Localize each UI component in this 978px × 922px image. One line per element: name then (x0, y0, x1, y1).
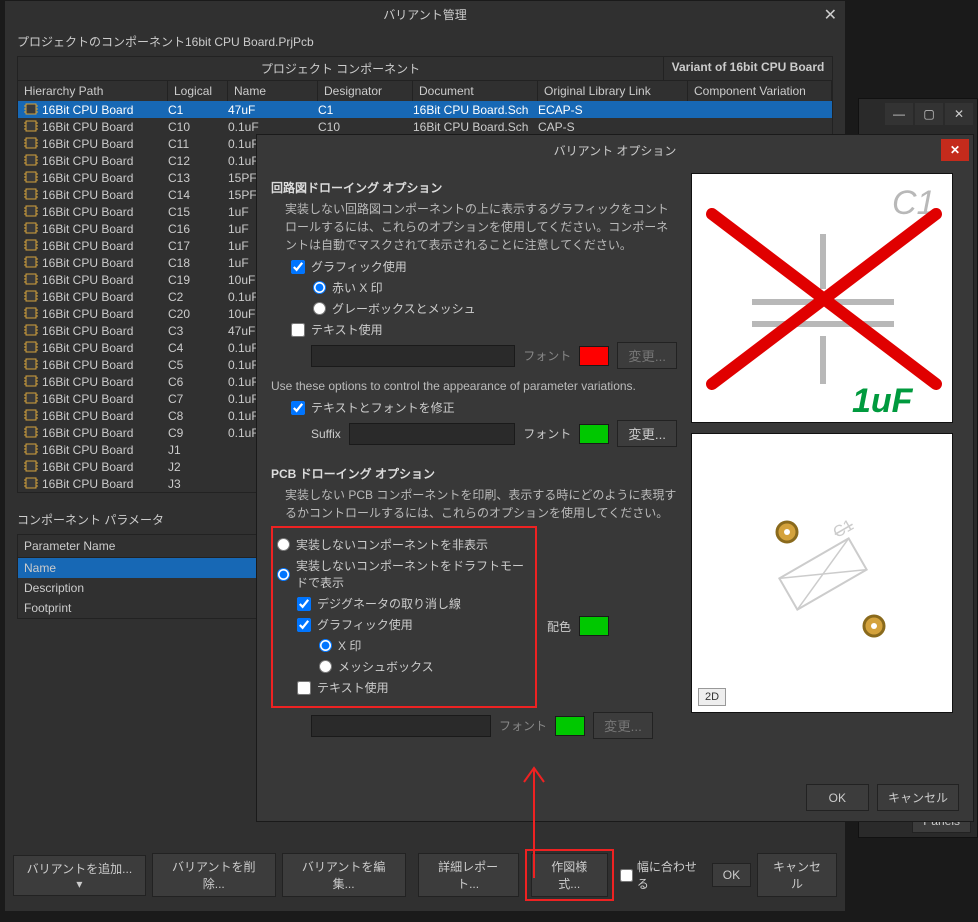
red-x-radio[interactable]: 赤い X 印 (313, 279, 677, 296)
background-window-titlebar: — ▢ ✕ (859, 99, 977, 129)
pcb-preview: C1 2D (691, 433, 953, 713)
drawing-style-button[interactable]: 作図様式... (531, 853, 608, 897)
sch-font-swatch[interactable] (579, 346, 609, 366)
fit-to-width-checkbox[interactable]: 幅に合わせる (620, 858, 706, 892)
pcb-section-title: PCB ドローイング オプション (271, 465, 677, 482)
pcb-color-swatch[interactable] (579, 616, 609, 636)
main-title: バリアント管理 (383, 6, 467, 23)
col-hierarchy[interactable]: Hierarchy Path (18, 81, 168, 101)
sch-section-title: 回路図ドローイング オプション (271, 179, 677, 196)
suffix-change-button[interactable]: 変更... (617, 420, 677, 447)
add-variant-button[interactable]: バリアントを追加... (13, 855, 146, 896)
draft-mode-radio[interactable]: 実装しないコンポーネントをドラフトモードで表示 (277, 557, 531, 591)
suffix-field[interactable] (349, 423, 515, 445)
font-label: フォント (523, 347, 571, 364)
param-variation-desc: Use these options to control the appeara… (271, 377, 677, 395)
fix-text-font-checkbox[interactable]: テキストとフォントを修正 (291, 399, 677, 416)
use-text-checkbox[interactable]: テキスト使用 (291, 321, 677, 338)
project-components-label: プロジェクトのコンポーネント16bit CPU Board.PrjPcb (5, 27, 845, 56)
col-library[interactable]: Original Library Link (538, 81, 688, 101)
pcb-use-graphic-checkbox[interactable]: グラフィック使用 (297, 616, 531, 633)
maximize-icon[interactable]: ▢ (915, 103, 943, 125)
minimize-icon[interactable]: — (885, 103, 913, 125)
sch-change-button[interactable]: 変更... (617, 342, 677, 369)
pcb-text-field[interactable] (311, 715, 491, 737)
col-logical[interactable]: Logical (168, 81, 228, 101)
close-icon[interactable]: ✕ (941, 139, 969, 161)
suffix-font-swatch[interactable] (579, 424, 609, 444)
options-left-panel: 回路図ドローイング オプション 実装しない回路図コンポーネントの上に表示するグラ… (271, 173, 677, 743)
edit-variant-button[interactable]: バリアントを編集... (282, 853, 406, 897)
column-headers: Hierarchy Path Logical Name Designator D… (18, 80, 832, 101)
variant-of-header: Variant of 16bit CPU Board (664, 57, 832, 80)
grey-box-mesh-radio[interactable]: グレーボックスとメッシュ (313, 300, 677, 317)
pcb-font-swatch[interactable] (555, 716, 585, 736)
pcb-use-text-checkbox[interactable]: テキスト使用 (297, 679, 531, 696)
options-titlebar: バリアント オプション ✕ (257, 135, 973, 165)
x-mark-radio[interactable]: X 印 (319, 637, 531, 654)
options-ok-button[interactable]: OK (806, 784, 869, 811)
mesh-box-radio[interactable]: メッシュボックス (319, 658, 531, 675)
col-name[interactable]: Name (228, 81, 318, 101)
table-row[interactable]: 16Bit CPU BoardC100.1uFC1016Bit CPU Boar… (18, 118, 832, 135)
strike-designator-checkbox[interactable]: デジグネータの取り消し線 (297, 595, 531, 612)
font-label: フォント (523, 425, 571, 442)
hide-not-fitted-radio[interactable]: 実装しないコンポーネントを非表示 (277, 536, 531, 553)
table-group-header: プロジェクト コンポーネント (18, 57, 664, 80)
variant-options-dialog: バリアント オプション ✕ 回路図ドローイング オプション 実装しない回路図コン… (256, 134, 974, 822)
pcb-section-desc: 実装しない PCB コンポーネントを印刷、表示する時にどのように表現するかコント… (285, 486, 677, 522)
options-title: バリアント オプション (554, 142, 677, 159)
table-row[interactable]: 16Bit CPU BoardC147uFC116Bit CPU Board.S… (18, 101, 832, 118)
font-label: フォント (499, 717, 547, 734)
sch-text-field[interactable] (311, 345, 515, 367)
pcb-options-highlight: 実装しないコンポーネントを非表示 実装しないコンポーネントをドラフトモードで表示… (271, 526, 537, 708)
close-icon[interactable]: ✕ (824, 5, 837, 25)
col-designator[interactable]: Designator (318, 81, 413, 101)
preview-2d-badge[interactable]: 2D (698, 688, 726, 706)
color-label: 配色 (547, 618, 571, 635)
schematic-preview: C1 1uF (691, 173, 953, 423)
bottom-button-bar: バリアントを追加... バリアントを削除... バリアントを編集... 詳細レポ… (13, 849, 837, 901)
options-right-panel: C1 1uF C1 (691, 173, 959, 743)
col-variation[interactable]: Component Variation (688, 81, 832, 101)
detail-report-button[interactable]: 詳細レポート... (418, 853, 519, 897)
main-titlebar: バリアント管理 ✕ (5, 1, 845, 27)
col-document[interactable]: Document (413, 81, 538, 101)
sch-section-desc: 実装しない回路図コンポーネントの上に表示するグラフィックをコントロールするには、… (285, 200, 677, 254)
preview-value-label: 1uF (852, 382, 914, 420)
options-footer: OK キャンセル (806, 784, 959, 811)
svg-text:C1: C1 (830, 517, 856, 542)
ok-button[interactable]: OK (712, 863, 751, 887)
drawing-style-highlight: 作図様式... (525, 849, 614, 901)
close-icon[interactable]: ✕ (945, 103, 973, 125)
use-graphic-checkbox[interactable]: グラフィック使用 (291, 258, 677, 275)
pcb-change-button[interactable]: 変更... (593, 712, 653, 739)
options-cancel-button[interactable]: キャンセル (877, 784, 959, 811)
cancel-button[interactable]: キャンセル (757, 853, 837, 897)
delete-variant-button[interactable]: バリアントを削除... (152, 853, 276, 897)
suffix-label: Suffix (311, 427, 341, 441)
